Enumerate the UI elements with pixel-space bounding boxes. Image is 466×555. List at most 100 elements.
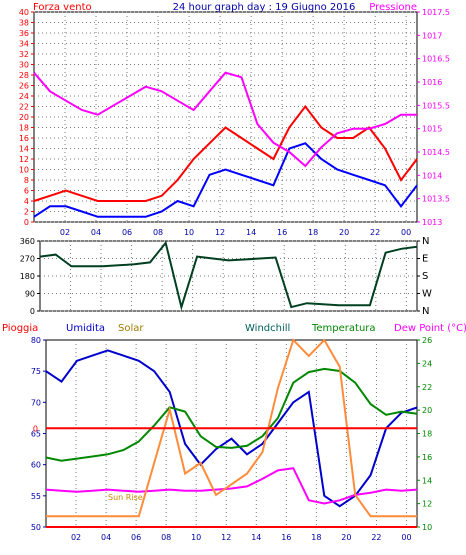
pressure-axis-title: Pressione <box>369 2 417 13</box>
y2-tick-label: 10 <box>422 523 432 532</box>
gust-line <box>33 142 418 218</box>
y2-tick-label: 1015 <box>422 125 442 134</box>
x-tick-label: 02 <box>71 533 81 542</box>
y-tick-label: 75 <box>31 367 41 376</box>
y-tick-label: 32 <box>19 50 29 59</box>
y2-tick-label: E <box>422 254 428 265</box>
wind-speed-axis-title: Forza vento <box>33 2 92 13</box>
sun-rise-annotation: Sun Rise <box>108 493 143 502</box>
y2-tick-label: 1014 <box>422 171 442 180</box>
x-tick-label: 20 <box>341 533 351 542</box>
x-tick-label: 12 <box>215 228 225 237</box>
plot-frame <box>33 11 418 223</box>
y2-tick-label: 1013.5 <box>422 195 450 204</box>
y-tick-label: 360 <box>20 237 35 246</box>
rain-axis-label: Pioggia <box>2 323 38 334</box>
x-tick-label: 08 <box>161 533 171 542</box>
y2-tick-label: N <box>422 306 429 317</box>
plot-frame <box>45 339 418 528</box>
x-tick-label: 08 <box>153 228 163 237</box>
y-tick-label: 28 <box>19 71 29 80</box>
dew-point-axis-label: Dew Point (°C) <box>394 323 466 334</box>
x-tick-label: 06 <box>131 533 141 542</box>
y2-tick-label: 14 <box>422 476 432 485</box>
x-tick-label: 20 <box>339 228 349 237</box>
solar-legend-label: Solar <box>118 323 144 334</box>
y2-tick-label: S <box>422 271 428 282</box>
bottom-panel-legend: Pioggia Umidita Solar Windchill Temperat… <box>2 323 466 334</box>
y-tick-label: 22 <box>19 103 29 112</box>
humidity-axis-label: Umidita <box>66 323 105 334</box>
solar-line <box>46 338 417 518</box>
x-tick-label: 16 <box>277 228 287 237</box>
y-tick-label: 90 <box>25 290 35 299</box>
y2-tick-label: 1016.5 <box>422 55 450 64</box>
y-tick-label: 55 <box>31 492 41 501</box>
y-tick-label: 18 <box>19 124 29 133</box>
x-tick-label: 10 <box>184 228 194 237</box>
y2-tick-label: 1014.5 <box>422 148 450 157</box>
y2-tick-label: 1013 <box>422 218 442 227</box>
x-tick-label: 00 <box>401 533 411 542</box>
x-tick-label: 16 <box>281 533 291 542</box>
wind-pressure-panel: 02 04 06 08 10 12 14 16 18 20 22 000246810121416182… <box>19 8 450 237</box>
x-tick-label: 18 <box>311 533 321 542</box>
x-tick-label: 12 <box>221 533 231 542</box>
x-tick-label: 18 <box>308 228 318 237</box>
y-tick-label: 40 <box>19 8 29 17</box>
y2-tick-label: 16 <box>422 453 432 462</box>
x-tick-label: 14 <box>251 533 261 542</box>
x-tick-label: 04 <box>101 533 111 542</box>
y-tick-label: 4 <box>24 197 29 206</box>
y-tick-label: 2 <box>24 208 29 217</box>
y-tick-label: 0 <box>30 307 35 316</box>
x-tick-label: 22 <box>370 228 380 237</box>
y2-tick-label: 1017 <box>422 31 442 40</box>
y-tick-label: 70 <box>31 398 41 407</box>
y2-tick-label: 22 <box>422 383 432 392</box>
x-tick-label: 00 <box>401 228 411 237</box>
y-tick-label: 26 <box>19 82 29 91</box>
y2-tick-label: 1015.5 <box>422 101 450 110</box>
y-tick-label: 60 <box>31 461 41 470</box>
y-tick-label: 20 <box>19 113 29 122</box>
y-tick-label: 80 <box>31 336 41 345</box>
temperature-line <box>45 367 418 462</box>
y-tick-label: 14 <box>19 145 29 154</box>
x-tick-label: 14 <box>246 228 256 237</box>
y-tick-label: 30 <box>19 61 29 70</box>
y2-tick-label: 20 <box>422 406 432 415</box>
y-tick-label: 12 <box>19 155 29 164</box>
y-tick-label: 36 <box>19 29 29 38</box>
graph-title: 24 hour graph day : 19 Giugno 2016 <box>173 2 356 13</box>
x-tick-label: 06 <box>122 228 132 237</box>
temperature-humidity-panel: 02 04 06 08 10 12 14 16 18 20 22 00 50 55 60 65 70 75 80 10… <box>31 336 432 542</box>
wind-line <box>33 104 418 202</box>
x-tick-label: 04 <box>91 228 101 237</box>
y-tick-label: 180 <box>20 272 35 281</box>
y2-tick-label: 18 <box>422 430 432 439</box>
windchill-legend-label: Windchill <box>245 323 290 334</box>
y-tick-label: 34 <box>19 40 29 49</box>
y-tick-label: 65 <box>31 430 41 439</box>
y-tick-label: 8 <box>24 176 29 185</box>
y2-tick-label: 1016 <box>422 78 442 87</box>
direction-line <box>39 240 418 311</box>
y-tick-label: 38 <box>19 19 29 28</box>
y-tick-label: 24 <box>19 92 29 101</box>
y2-tick-label: 12 <box>422 500 432 509</box>
y-tick-label: 0 <box>24 218 29 227</box>
y2-tick-label: N <box>422 236 429 247</box>
y-tick-label: 6 <box>24 187 29 196</box>
x-tick-label: 02 <box>60 228 70 237</box>
y2-tick-label: 26 <box>422 336 432 345</box>
y-tick-label: 16 <box>19 134 29 143</box>
y-tick-label: 270 <box>20 255 35 264</box>
rain-axis-tick-label: 0 <box>33 424 38 433</box>
y-tick-label: 50 <box>31 523 41 532</box>
temperature-legend-label: Temperatura <box>311 323 376 334</box>
y-tick-label: 10 <box>19 166 29 175</box>
y2-tick-label: W <box>422 289 432 300</box>
x-tick-label: 22 <box>371 533 381 542</box>
